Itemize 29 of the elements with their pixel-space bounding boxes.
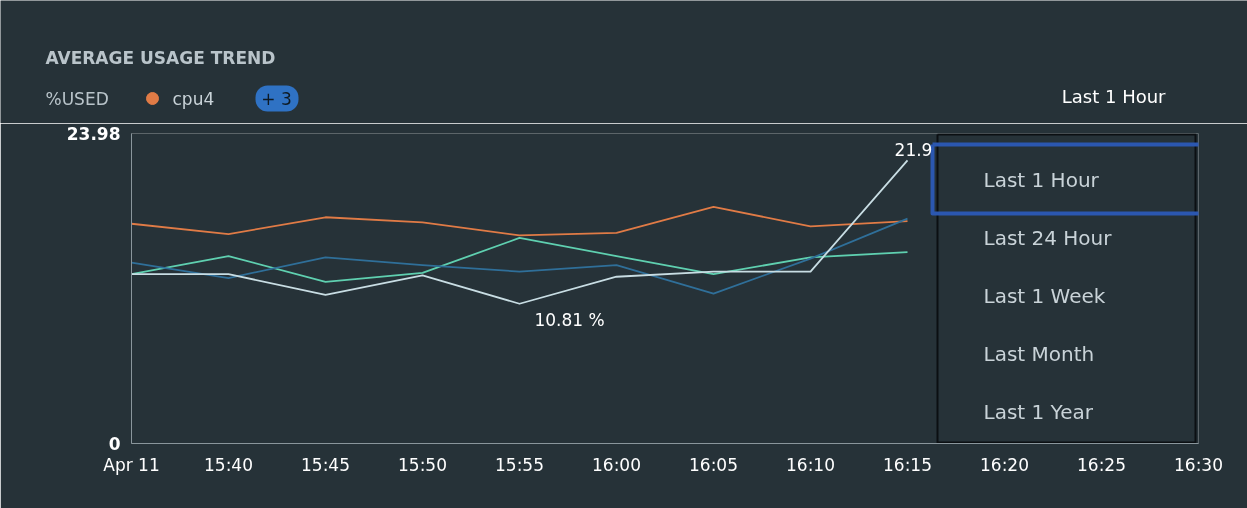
annotation: Last 24 Hour xyxy=(983,225,1113,250)
chart-title: AVERAGE USAGE TREND xyxy=(45,47,276,68)
x-tick-label: Apr 11 xyxy=(103,454,160,475)
x-tick-label: 15:40 xyxy=(204,454,253,475)
y-tick-label: 0 xyxy=(108,434,121,454)
annotation: 10.81 % xyxy=(534,309,605,330)
x-tick-label: 15:55 xyxy=(495,454,544,475)
legend-title: %USED xyxy=(45,88,109,109)
line-series xyxy=(131,159,909,305)
line-series xyxy=(131,206,909,237)
line-series xyxy=(131,217,909,295)
legend-label: cpu4 xyxy=(172,88,215,109)
text: + 3 xyxy=(261,88,292,109)
x-tick-label: 16:05 xyxy=(689,454,738,475)
x-tick-label: 15:50 xyxy=(398,454,447,475)
x-tick-label: 16:10 xyxy=(786,454,835,475)
annotation: Last 1 Year xyxy=(983,399,1094,424)
annotation: Last Month xyxy=(983,341,1095,366)
x-tick-label: 16:15 xyxy=(883,454,932,475)
x-tick-label: 16:30 xyxy=(1174,454,1223,475)
x-tick-label: 15:45 xyxy=(301,454,350,475)
text: Last 1 Hour xyxy=(1061,86,1167,107)
annotation: Last 1 Hour xyxy=(983,167,1100,192)
y-tick-label: 23.98 xyxy=(66,124,121,144)
annotation: 21.9 xyxy=(894,140,933,161)
x-tick-label: 16:25 xyxy=(1077,454,1126,475)
x-tick-label: 16:20 xyxy=(980,454,1029,475)
x-tick-label: 16:00 xyxy=(592,454,641,475)
annotation: Last 1 Week xyxy=(983,283,1106,308)
